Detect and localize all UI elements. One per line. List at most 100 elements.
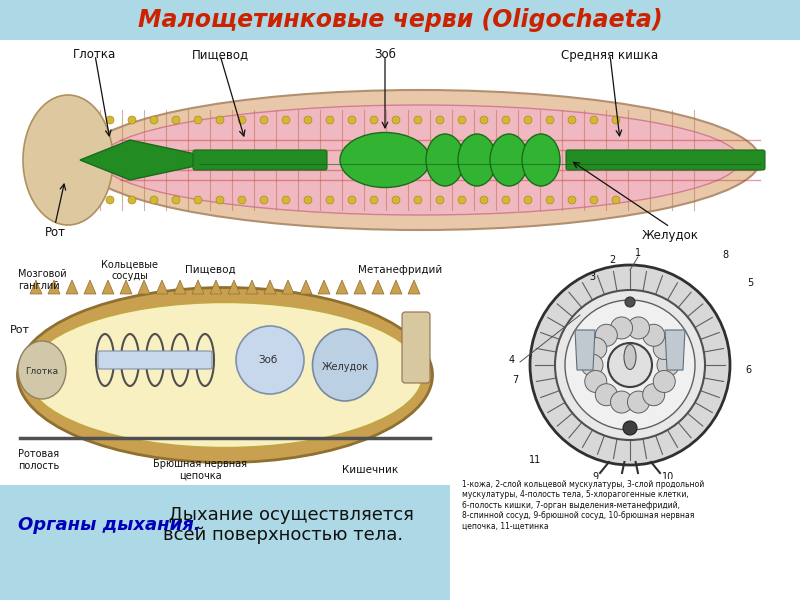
- Circle shape: [282, 116, 290, 124]
- Ellipse shape: [80, 90, 760, 230]
- Text: 4: 4: [509, 355, 515, 365]
- Ellipse shape: [522, 134, 560, 186]
- Text: Органы дыхания.: Органы дыхания.: [18, 516, 201, 534]
- Polygon shape: [318, 280, 330, 294]
- Ellipse shape: [100, 105, 740, 215]
- Ellipse shape: [18, 287, 433, 463]
- Polygon shape: [264, 280, 276, 294]
- Circle shape: [502, 116, 510, 124]
- Circle shape: [610, 317, 633, 339]
- Circle shape: [568, 196, 576, 204]
- Text: 6: 6: [745, 365, 751, 375]
- Polygon shape: [192, 280, 204, 294]
- Text: Кишечник: Кишечник: [342, 465, 398, 475]
- Text: Желудок: Желудок: [322, 362, 369, 372]
- Polygon shape: [390, 280, 402, 294]
- FancyBboxPatch shape: [566, 150, 765, 170]
- Polygon shape: [84, 280, 96, 294]
- Circle shape: [106, 116, 114, 124]
- Circle shape: [106, 196, 114, 204]
- Circle shape: [627, 317, 650, 339]
- Text: Метанефридий: Метанефридий: [358, 265, 442, 275]
- Circle shape: [172, 116, 180, 124]
- Text: 2: 2: [609, 255, 615, 265]
- Text: Брюшная нервная
цепочка: Брюшная нервная цепочка: [153, 459, 247, 481]
- Text: Мозговой
ганглий: Мозговой ганглий: [18, 269, 66, 291]
- Polygon shape: [246, 280, 258, 294]
- Circle shape: [654, 370, 675, 392]
- Polygon shape: [665, 330, 685, 370]
- Bar: [10, 45, 785, 260]
- Circle shape: [530, 265, 730, 465]
- Text: Ротовая
полость: Ротовая полость: [18, 449, 59, 471]
- Polygon shape: [575, 330, 595, 370]
- Circle shape: [612, 116, 620, 124]
- FancyBboxPatch shape: [402, 312, 430, 383]
- Bar: [460, 260, 795, 480]
- Polygon shape: [372, 280, 384, 294]
- Circle shape: [436, 196, 444, 204]
- Polygon shape: [80, 140, 200, 180]
- Polygon shape: [210, 280, 222, 294]
- Ellipse shape: [18, 341, 66, 399]
- Bar: [5, 265, 450, 480]
- Circle shape: [612, 196, 620, 204]
- Circle shape: [150, 116, 158, 124]
- Ellipse shape: [490, 134, 528, 186]
- Text: Желудок: Желудок: [642, 229, 698, 241]
- Circle shape: [282, 196, 290, 204]
- Text: Рот: Рот: [10, 325, 30, 335]
- Circle shape: [502, 196, 510, 204]
- Text: Пищевод: Пищевод: [191, 49, 249, 61]
- Text: Пищевод: Пищевод: [185, 265, 235, 275]
- FancyBboxPatch shape: [98, 351, 212, 369]
- Circle shape: [546, 196, 554, 204]
- Circle shape: [194, 116, 202, 124]
- Text: 1-кожа, 2-слой кольцевой мускулатуры, 3-слой продольной
мускулатуры, 4-полость т: 1-кожа, 2-слой кольцевой мускулатуры, 3-…: [462, 480, 704, 530]
- Circle shape: [585, 338, 606, 359]
- Circle shape: [581, 354, 603, 376]
- Circle shape: [568, 116, 576, 124]
- Circle shape: [238, 196, 246, 204]
- Circle shape: [326, 116, 334, 124]
- Circle shape: [392, 116, 400, 124]
- Ellipse shape: [340, 133, 430, 187]
- Circle shape: [216, 116, 224, 124]
- Circle shape: [642, 324, 665, 346]
- Polygon shape: [354, 280, 366, 294]
- Circle shape: [625, 423, 635, 433]
- Text: 3: 3: [589, 272, 595, 282]
- Circle shape: [414, 196, 422, 204]
- Text: 10: 10: [662, 472, 674, 482]
- Circle shape: [524, 196, 532, 204]
- Text: 11: 11: [529, 455, 541, 465]
- Circle shape: [555, 290, 705, 440]
- Ellipse shape: [313, 329, 378, 401]
- Polygon shape: [156, 280, 168, 294]
- Circle shape: [625, 297, 635, 307]
- Circle shape: [260, 196, 268, 204]
- FancyBboxPatch shape: [193, 150, 327, 170]
- Circle shape: [370, 196, 378, 204]
- Circle shape: [610, 391, 633, 413]
- Circle shape: [585, 370, 606, 392]
- Bar: [0, 0, 800, 40]
- Circle shape: [436, 116, 444, 124]
- Circle shape: [654, 338, 675, 359]
- Ellipse shape: [27, 302, 422, 448]
- Circle shape: [608, 343, 652, 387]
- Text: Кольцевые
сосуды: Кольцевые сосуды: [102, 259, 158, 281]
- Polygon shape: [120, 280, 132, 294]
- Ellipse shape: [426, 134, 464, 186]
- Circle shape: [260, 116, 268, 124]
- Circle shape: [480, 116, 488, 124]
- Text: Рот: Рот: [45, 226, 66, 238]
- Circle shape: [238, 116, 246, 124]
- Text: Зоб: Зоб: [374, 49, 396, 61]
- Circle shape: [150, 196, 158, 204]
- Circle shape: [458, 196, 466, 204]
- Polygon shape: [228, 280, 240, 294]
- Circle shape: [414, 116, 422, 124]
- Polygon shape: [282, 280, 294, 294]
- Ellipse shape: [624, 344, 636, 370]
